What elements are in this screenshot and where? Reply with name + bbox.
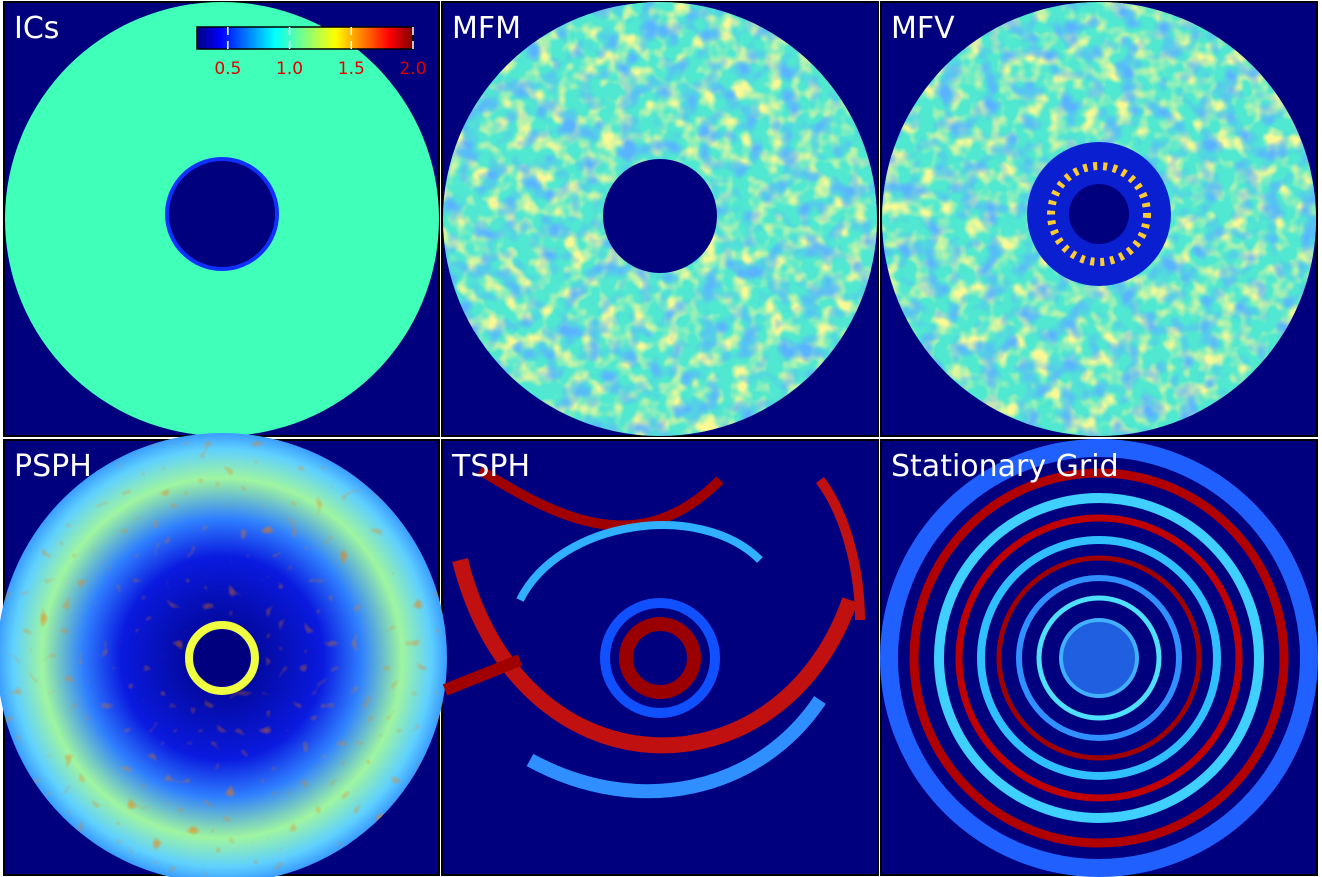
colorbar-tick-label: 2.0 (399, 59, 426, 79)
mfv-map (882, 2, 1316, 436)
colorbar (196, 26, 414, 50)
tsph-map (442, 465, 865, 799)
panel-title: Stationary Grid (891, 449, 1119, 484)
panel-title: PSPH (14, 449, 92, 484)
colorbar-tick-label: 1.0 (276, 59, 303, 79)
psph-map (0, 433, 447, 877)
panel-title: MFM (452, 11, 521, 46)
colorbar-tick-label: 0.5 (214, 59, 241, 79)
ics-map (5, 2, 439, 436)
panel-title: ICs (14, 11, 59, 46)
colorbar-tick-label: 1.5 (338, 59, 365, 79)
grid-map (880, 439, 1318, 877)
panel-title: MFV (891, 11, 955, 46)
mfm-map (443, 2, 877, 436)
panel-title: TSPH (451, 449, 530, 484)
